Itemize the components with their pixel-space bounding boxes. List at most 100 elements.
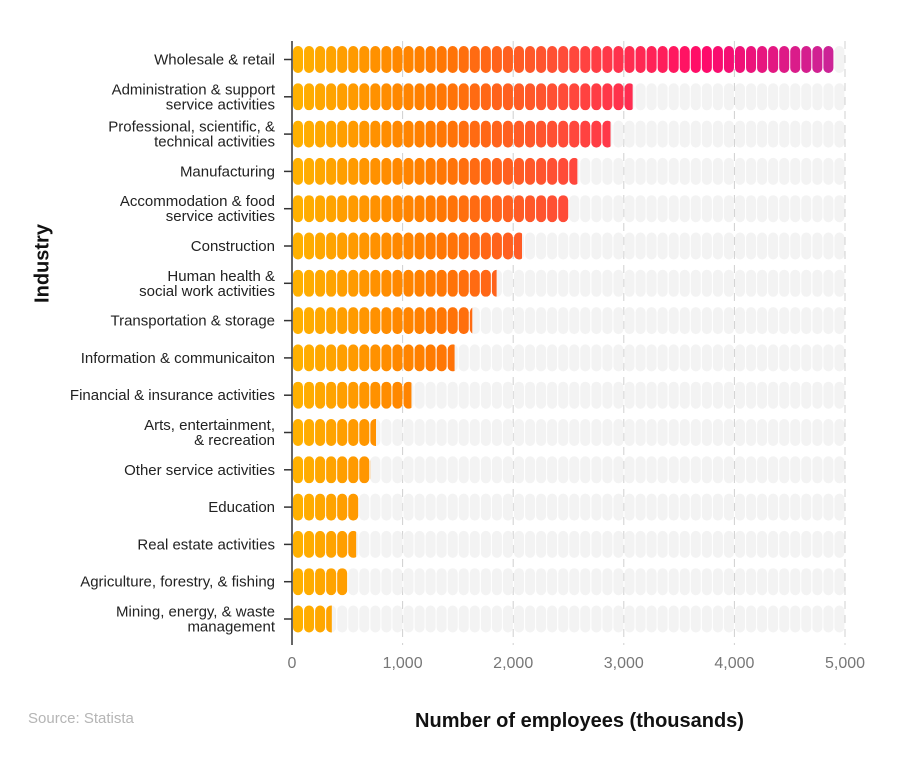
track-pill [613,120,624,148]
bar-pill [348,530,357,558]
track-pill [834,419,845,446]
track-pill [558,269,569,297]
bar-pill [337,269,348,297]
track-pill [392,530,403,558]
track-pill [834,493,845,521]
bar-pill [558,83,569,111]
track-pill [547,605,558,633]
bar-pill [337,493,348,521]
track-pill [701,344,712,372]
track-pill [348,605,359,633]
track-pill [735,381,745,409]
track-pill [425,605,436,633]
bar-pill [304,120,315,148]
track-pill [403,605,414,633]
track-pill [746,419,757,446]
bar-pill [370,269,381,297]
track-pill [690,493,701,521]
track-pill [657,493,668,521]
track-pill [646,344,657,372]
track-pill [790,157,801,185]
x-axis-label: Number of employees (thousands) [415,710,744,732]
bar-pill [403,269,414,297]
bar-pill [580,46,591,73]
track-pill [757,605,768,633]
track-pill [569,530,580,558]
bar-pill [414,307,425,335]
bar-pill [293,269,303,297]
track-pill [768,493,779,521]
bar-pill [591,120,602,148]
track-pill [414,419,425,446]
track-pill [558,493,569,521]
category-label: Information & communicaiton [81,350,275,367]
bar-pill [348,46,359,73]
bar-row [293,456,845,484]
track-pill [525,232,536,260]
bar-pill [403,381,412,409]
category-label: Professional, scientific, & technical act… [108,119,275,151]
track-pill [701,493,712,521]
track-pill [668,530,679,558]
track-pill [491,344,502,372]
track-pill [502,605,513,633]
track-pill [536,307,547,335]
bar [293,530,357,558]
track-pill [414,568,425,596]
track-pill [569,307,580,335]
track-pill [679,157,690,185]
track-pill [536,493,547,521]
bar-pill [502,46,513,73]
bar-pill [624,46,635,73]
track-pill [514,568,524,596]
track-pill [790,232,801,260]
track-pill [646,307,657,335]
track-pill [580,157,591,185]
track-pill [580,344,591,372]
track-pill [569,232,580,260]
track-pill [735,195,745,223]
track-pill [779,269,790,297]
track-pill [757,344,768,372]
track-pill [823,530,834,558]
track-pill [823,120,834,148]
bar-pill [293,344,303,372]
track-pill [701,568,712,596]
bar-pill [414,83,425,111]
track-pill [690,120,701,148]
bar-pill [337,157,348,185]
bar-pill [337,344,348,372]
bar-pill [326,344,337,372]
track-pill [768,344,779,372]
track-pill [624,530,635,558]
track-pill [801,344,812,372]
bar-pill [392,195,403,223]
bar-pill [701,46,712,73]
bar-pill [326,232,337,260]
track-pill [834,83,845,111]
track-pill [613,307,624,335]
track-pill [679,530,690,558]
track-pill [712,381,723,409]
bar-pill [359,195,370,223]
track-pill [679,419,690,446]
bar [293,605,332,633]
bar-pill [469,46,480,73]
category-label: Financial & insurance activities [70,387,275,404]
track-pill [547,307,558,335]
bar-pill [370,307,381,335]
track-pill [447,456,458,484]
track-pill [701,307,712,335]
track-pill [569,456,580,484]
track-pill [491,530,502,558]
track-pill [569,269,580,297]
track-pill [790,344,801,372]
track-pill [469,530,480,558]
track-pill [414,456,425,484]
track-pill [690,568,701,596]
bar-pill [326,307,337,335]
track-pill [635,456,646,484]
track-pill [746,269,757,297]
track-pill [834,269,845,297]
category-label: Other service activities [124,462,275,479]
